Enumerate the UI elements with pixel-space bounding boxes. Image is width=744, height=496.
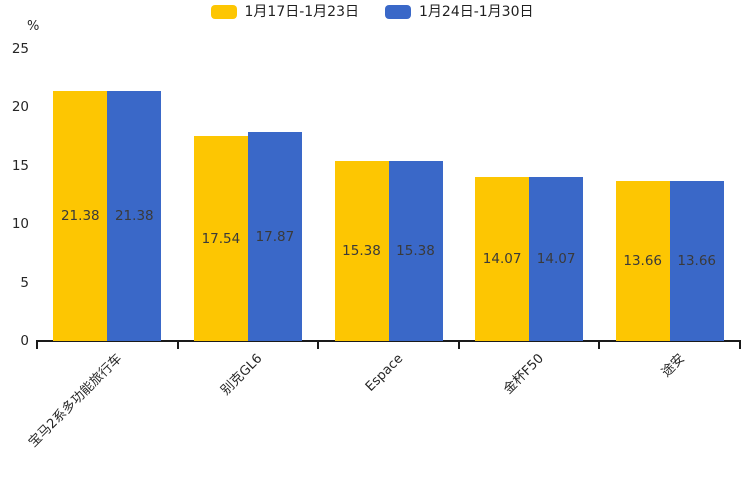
legend-label-week1: 1月17日-1月23日 <box>244 4 360 20</box>
legend-swatch-week2 <box>385 5 411 19</box>
x-axis-line <box>36 340 741 342</box>
bar-series2-cat1[interactable]: 21.38 <box>107 91 162 341</box>
chart-legend: 1月17日-1月23日 1月24日-1月30日 <box>0 5 744 19</box>
legend-item-week2[interactable]: 1月24日-1月30日 <box>385 5 534 19</box>
x-category-label: 途安 <box>658 351 688 381</box>
bar-value-label: 14.07 <box>536 250 576 267</box>
legend-label-week2: 1月24日-1月30日 <box>419 4 534 20</box>
x-axis-tick <box>739 342 741 349</box>
y-axis-unit-label: % <box>27 19 40 34</box>
x-axis-tick <box>317 342 320 349</box>
y-tick-label: 25 <box>11 41 29 57</box>
bar-series2-cat2[interactable]: 17.87 <box>247 132 302 341</box>
bar-value-label: 15.38 <box>342 243 381 260</box>
bar-value-label: 21.38 <box>60 208 100 225</box>
legend-swatch-week1 <box>210 5 237 19</box>
y-tick-label: 0 <box>20 333 29 349</box>
y-tick-label: 10 <box>11 216 29 233</box>
x-axis-tick <box>176 342 179 349</box>
x-category-label: 别克GL6 <box>218 351 266 399</box>
x-axis-tick <box>457 342 460 349</box>
x-axis-tick <box>36 342 38 349</box>
x-category-label: 宝马2系多功能旅行车 <box>26 351 126 451</box>
y-tick-label: 15 <box>11 157 29 174</box>
bar-series2-cat5[interactable]: 13.66 <box>669 181 724 341</box>
bar-series2-cat3[interactable]: 15.38 <box>388 161 443 341</box>
bar-series2-cat4[interactable]: 14.07 <box>529 176 584 341</box>
bar-value-label: 17.87 <box>255 228 295 245</box>
y-tick-label: 20 <box>11 99 29 116</box>
bar-series1-cat5[interactable]: 13.66 <box>615 181 670 341</box>
bar-value-label: 14.07 <box>482 250 522 267</box>
bar-series1-cat3[interactable]: 15.38 <box>334 161 389 341</box>
x-axis-tick <box>598 342 601 349</box>
y-tick-label: 5 <box>20 274 29 291</box>
bar-value-label: 13.66 <box>677 253 717 270</box>
bar-series1-cat2[interactable]: 17.54 <box>193 136 248 341</box>
bar-value-label: 17.54 <box>201 230 241 247</box>
bar-value-label: 13.66 <box>623 253 663 270</box>
bar-value-label: 15.38 <box>396 243 435 260</box>
bar-value-label: 21.38 <box>114 208 154 225</box>
bar-series1-cat1[interactable]: 21.38 <box>53 91 108 341</box>
x-category-label: Espace <box>363 351 407 395</box>
x-category-label: 金杯F50 <box>501 351 548 398</box>
bar-series1-cat4[interactable]: 14.07 <box>475 176 530 341</box>
legend-item-week1[interactable]: 1月17日-1月23日 <box>210 4 360 20</box>
